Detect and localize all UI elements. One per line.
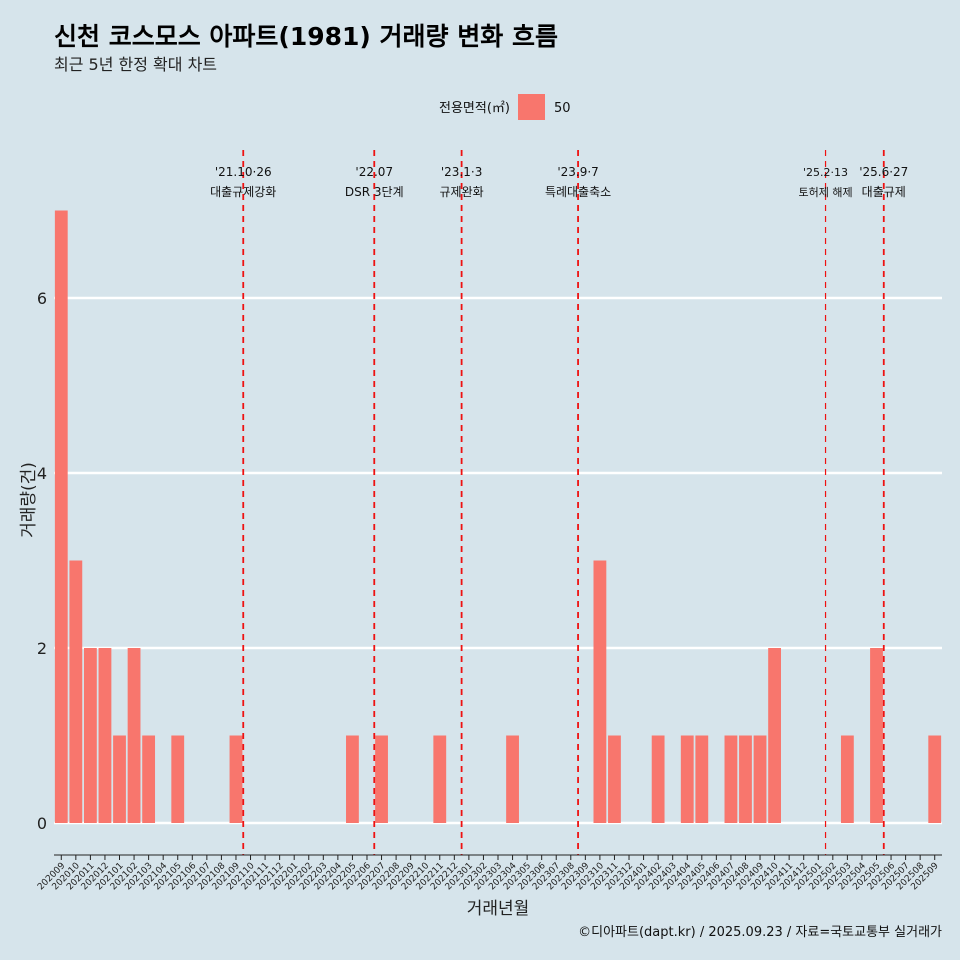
bar-202404 xyxy=(680,735,694,823)
y-tick-label: 4 xyxy=(37,464,47,483)
bar-202207 xyxy=(375,735,388,823)
bar-202205 xyxy=(346,735,359,823)
bar-202509 xyxy=(928,735,942,823)
legend: 전용면적(㎡) 50 xyxy=(439,94,571,120)
event-label: 규제완화 xyxy=(440,185,484,199)
bar-202012 xyxy=(98,648,112,823)
bar-202405 xyxy=(695,735,709,823)
event-date: '25.6·27 xyxy=(859,165,908,179)
bar-202105 xyxy=(171,735,185,823)
bar-202409 xyxy=(753,735,767,823)
bar-202311 xyxy=(608,735,621,823)
bar-202402 xyxy=(651,735,665,823)
bar-202310 xyxy=(593,560,607,823)
event-label: 특례대출축소 xyxy=(545,185,611,199)
bar-202010 xyxy=(69,560,83,823)
bar-202101 xyxy=(113,735,126,823)
bar-202011 xyxy=(83,648,97,823)
legend-entry-label: 50 xyxy=(554,101,571,116)
bar-202407 xyxy=(724,735,738,823)
event-date: '21.10·26 xyxy=(215,165,272,179)
bar-202410 xyxy=(768,648,781,823)
legend-title: 전용면적(㎡) xyxy=(439,101,510,116)
event-date: '25.2·13 xyxy=(803,166,848,179)
bar-202304 xyxy=(506,735,519,823)
event-label: DSR 3단계 xyxy=(345,185,404,199)
bar-202102 xyxy=(127,648,141,823)
policy-events: '21.10·26 대출규제강화 '22.07 DSR 3단계 '23.1·3 규제완화 '… xyxy=(210,150,908,855)
bar-202109 xyxy=(229,735,243,823)
bar-202505 xyxy=(870,648,883,823)
chart-title: 신천 코스모스 아파트(1981) 거래량 변화 흐름 xyxy=(54,22,558,51)
y-tick-label: 6 xyxy=(37,289,47,308)
chart-subtitle: 최근 5년 한정 확대 차트 xyxy=(54,55,217,74)
y-tick-label: 0 xyxy=(37,814,47,833)
event-date: '23.9·7 xyxy=(557,165,598,179)
bars xyxy=(54,210,942,823)
legend-swatch xyxy=(518,94,545,120)
event-label: 대출규제강화 xyxy=(210,185,276,199)
gridlines xyxy=(54,296,942,825)
bar-202408 xyxy=(739,735,752,823)
bar-202009 xyxy=(54,210,68,823)
y-tick-label: 2 xyxy=(37,639,47,658)
bar-202211 xyxy=(433,735,447,823)
event-date: '23.1·3 xyxy=(441,165,482,179)
y-axis-title: 거래량(건) xyxy=(19,462,39,538)
bar-202103 xyxy=(142,735,156,823)
bar-202503 xyxy=(840,735,854,823)
y-axis-ticks: 0 2 4 6 xyxy=(37,289,47,833)
event-label: 토허제 해제 xyxy=(798,185,852,199)
source-caption: ©디아파트(dapt.kr) / 2025.09.23 / 자료=국토교통부 실… xyxy=(578,925,942,940)
x-axis-title: 거래년월 xyxy=(467,899,530,919)
event-label: 대출규제 xyxy=(862,185,906,199)
x-axis-ticks: 2020092020102020112020122021012021022021… xyxy=(36,855,941,892)
event-date: '22.07 xyxy=(355,165,393,179)
